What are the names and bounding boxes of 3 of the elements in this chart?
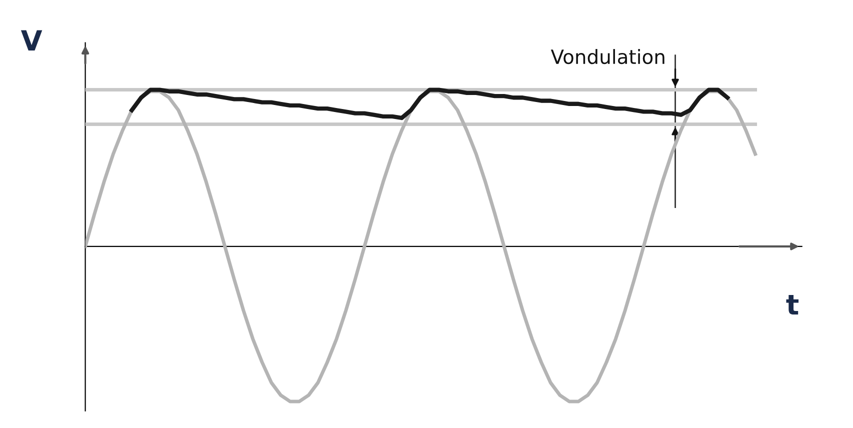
text: Vondulation bbox=[550, 49, 664, 64]
x-axis-title: t bbox=[786, 295, 799, 315]
y-axis-title: V bbox=[20, 30, 42, 50]
